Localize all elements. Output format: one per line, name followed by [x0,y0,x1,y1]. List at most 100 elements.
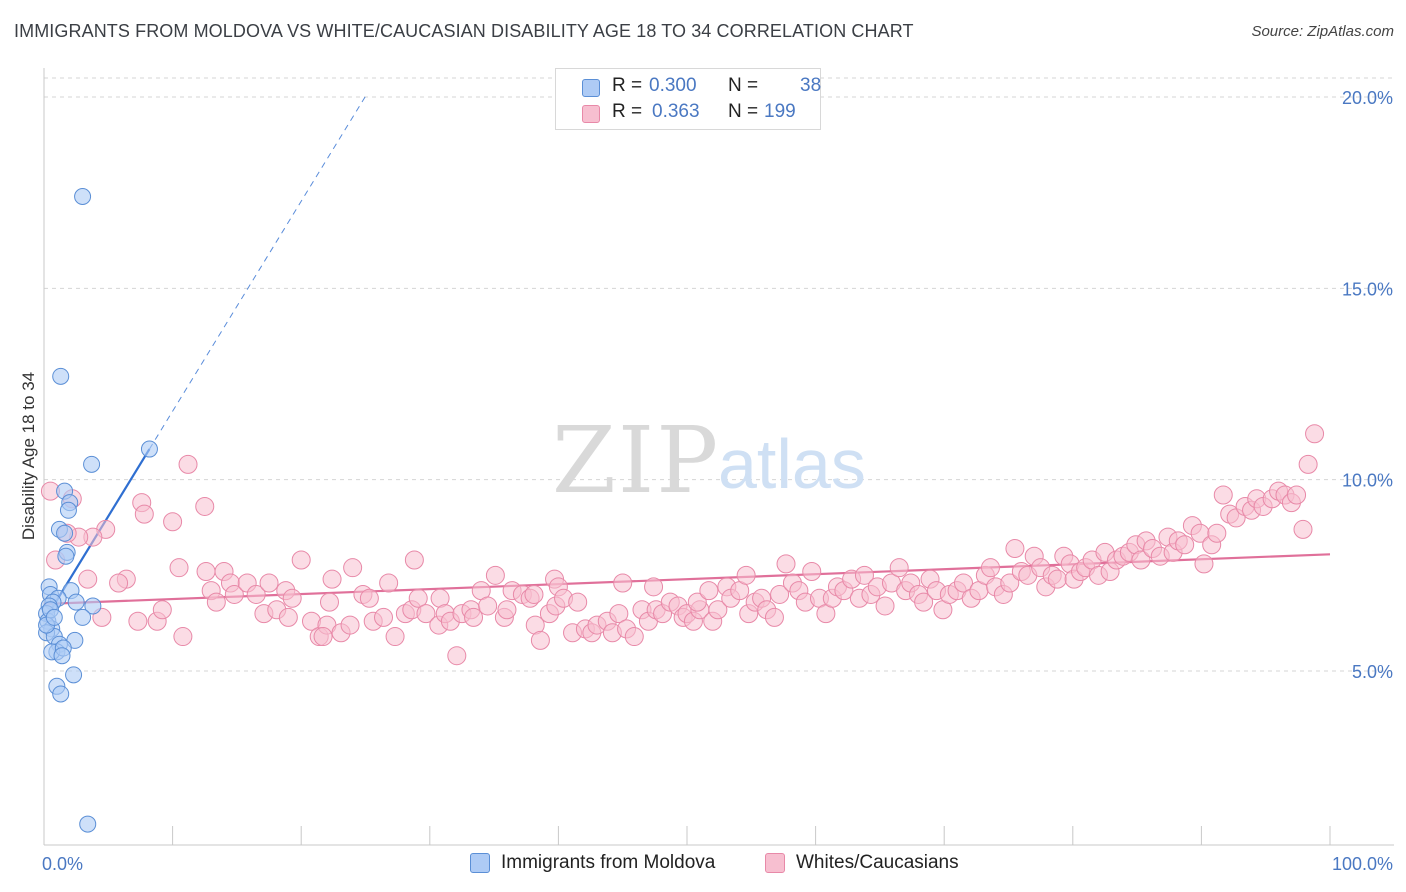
data-point-moldova [59,501,77,519]
y-tick-label: 5.0% [1352,662,1393,682]
data-point-whites [770,584,790,604]
data-point-whites [447,646,467,666]
data-point-whites [644,577,664,597]
data-point-whites [953,573,973,593]
data-point-whites [464,607,484,627]
data-point-whites [173,627,193,647]
data-point-whites [485,565,505,585]
legend-r-label: R = [612,101,643,122]
data-point-whites [497,600,517,620]
data-point-whites [343,558,363,578]
data-point-whites [278,607,298,627]
data-point-moldova [79,815,97,833]
data-point-moldova [140,440,158,458]
data-point-whites [359,588,379,608]
data-point-whites [322,569,342,589]
y-tick-label: 20.0% [1342,88,1393,108]
data-point-whites [687,592,707,612]
data-point-whites [524,584,544,604]
x-tick-label: 100.0% [1332,854,1393,874]
data-point-whites [169,558,189,578]
data-point-whites [1213,485,1233,505]
source-label: Source: ZipAtlas.com [1251,23,1394,40]
data-point-whites [319,592,339,612]
data-point-whites [163,512,183,532]
data-point-whites [478,596,498,616]
data-point-whites [152,600,172,620]
data-point-moldova [52,367,70,385]
bottom-legend-label: Immigrants from Moldova [501,852,716,873]
bottom-legend-swatch-blue [470,853,490,873]
data-point-whites [379,573,399,593]
trend-line-moldova-extrapolated [149,95,366,450]
data-point-whites [385,627,405,647]
y-axis-label: Disability Age 18 to 34 [19,372,38,540]
watermark-zip: ZIP [552,407,720,510]
legend-n-label: N = [728,75,759,96]
data-point-whites [195,496,215,516]
data-point-whites [416,604,436,624]
data-point-whites [109,573,129,593]
data-point-whites [764,607,784,627]
data-point-whites [374,607,394,627]
data-point-whites [980,558,1000,578]
data-point-whites [196,562,216,582]
data-point-moldova [57,547,75,565]
x-tick-label: 0.0% [42,854,83,874]
data-point-moldova [45,608,63,626]
legend-r-label: R = [612,75,643,96]
data-point-whites [206,592,226,612]
axes [43,68,1394,846]
moldova-points [38,187,158,833]
data-point-whites [282,588,302,608]
data-point-whites [1207,523,1227,543]
data-point-moldova [53,647,71,665]
data-point-moldova [74,608,92,626]
data-point-whites [291,550,311,570]
chart-title: IMMIGRANTS FROM MOLDOVA VS WHITE/CAUCASI… [14,21,914,41]
data-point-moldova [65,666,83,684]
data-point-moldova [74,187,92,205]
tick-labels: 5.0% 10.0% 15.0% 20.0% 0.0% 100.0% [42,88,1393,874]
correlation-legend: R = 0.300 N = 38 R = 0.363 N = 199 [555,68,821,130]
data-point-whites [1175,535,1195,555]
data-point-whites [1287,485,1307,505]
data-point-whites [875,596,895,616]
data-point-whites [1293,519,1313,539]
data-point-whites [530,630,550,650]
data-point-whites [313,627,333,647]
data-point-whites [802,562,822,582]
data-point-whites [1000,573,1020,593]
data-point-whites [1131,550,1151,570]
data-point-moldova [67,593,85,611]
data-point-whites [1047,569,1067,589]
data-point-whites [246,584,266,604]
y-tick-label: 10.0% [1342,471,1393,491]
data-point-moldova [83,455,101,473]
data-point-whites [1298,454,1318,474]
y-tick-label: 15.0% [1342,279,1393,299]
legend-n-value: 38 [800,75,822,96]
bottom-legend-swatch-pink [765,853,785,873]
data-point-whites [408,588,428,608]
data-point-whites [708,600,728,620]
data-point-whites [889,558,909,578]
data-point-moldova [52,685,70,703]
data-point-whites [134,504,154,524]
bottom-legend-label: Whites/Caucasians [796,852,959,873]
legend-n-label: N = [728,101,759,122]
data-point-whites [224,584,244,604]
data-point-whites [609,604,629,624]
legend-r-value: 0.363 [652,101,700,122]
data-point-whites [624,627,644,647]
whites-caucasians-points [40,424,1325,666]
legend-swatch-blue [582,79,600,97]
legend-r-value: 0.300 [649,75,697,96]
data-point-whites [259,573,279,593]
data-point-whites [776,554,796,574]
data-point-whites [914,592,934,612]
data-point-whites [340,615,360,635]
data-point-whites [178,454,198,474]
data-point-whites [1005,539,1025,559]
data-point-moldova [84,597,102,615]
